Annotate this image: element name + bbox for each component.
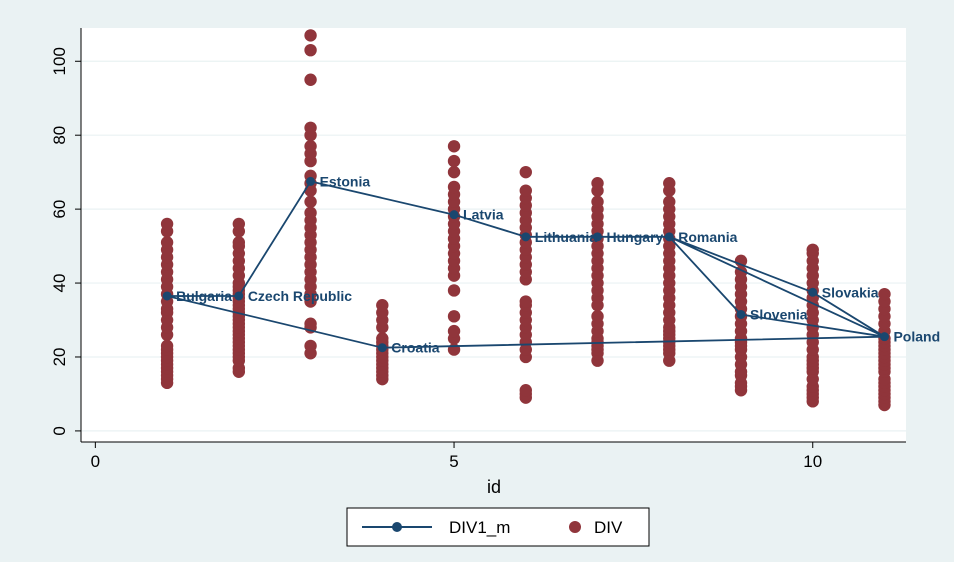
div-dot — [591, 195, 604, 208]
div1-m-marker — [879, 332, 889, 342]
legend-label-div1-m: DIV1_m — [449, 518, 510, 537]
div1-m-marker — [377, 343, 387, 353]
country-label: Latvia — [463, 207, 504, 223]
country-label: Bulgaria — [176, 288, 232, 304]
country-labels: Bulgaria Czech Republic Estonia Croatia Latv… — [176, 173, 940, 355]
y-tick-label-20: 20 — [50, 348, 69, 367]
div-dot — [160, 217, 174, 231]
x-tick-label-10: 10 — [803, 452, 822, 471]
y-tick-label-0: 0 — [50, 426, 69, 435]
y-tick-label-80: 80 — [50, 126, 69, 145]
div-dot — [304, 121, 317, 135]
div1-m-marker — [736, 309, 746, 319]
tick-labels: 0 20 40 60 80 100 0 5 10 — [50, 47, 822, 471]
div1-m-marker — [808, 287, 818, 297]
country-label: Estonia — [320, 173, 371, 189]
div-dot — [232, 217, 246, 231]
div-dot — [663, 177, 676, 190]
div1-m-path — [166, 180, 885, 349]
div-dot — [376, 332, 389, 345]
legend-dot-swatch — [569, 521, 581, 533]
div-dot — [232, 236, 246, 249]
grid-lines — [81, 60, 906, 432]
div-dot — [447, 140, 461, 153]
y-tick-label-40: 40 — [50, 274, 69, 293]
div1-m-marker — [521, 232, 531, 242]
div1-m-marker — [449, 210, 459, 220]
plot-area — [81, 28, 906, 442]
div-dot — [304, 73, 317, 86]
div1-m-marker — [306, 176, 316, 186]
div1-m-marker — [162, 291, 172, 301]
div-dot — [447, 154, 461, 168]
div1-m-line — [162, 176, 889, 353]
legend: DIV1_m DIV — [346, 507, 650, 547]
div-dot — [304, 140, 317, 153]
div-dot — [447, 180, 461, 194]
country-label: Slovenia — [750, 306, 808, 322]
div-dot — [160, 339, 174, 353]
div1-m-marker — [664, 232, 674, 242]
div-dots — [160, 29, 891, 412]
legend-label-div: DIV — [594, 518, 623, 537]
country-label: Hungary — [607, 229, 664, 245]
div-dot — [304, 43, 317, 57]
div-dot — [376, 299, 389, 312]
x-tick-label-0: 0 — [91, 452, 100, 471]
country-label: Croatia — [391, 340, 439, 356]
div-dot — [663, 195, 676, 208]
country-label: Slovakia — [822, 284, 879, 300]
country-label: Poland — [893, 329, 940, 345]
div-dot — [878, 287, 891, 301]
div-dot — [519, 384, 532, 397]
div-dot — [447, 324, 461, 338]
y-tick-label-100: 100 — [50, 47, 69, 75]
div-dot — [304, 195, 317, 208]
div-dot — [806, 243, 819, 256]
div1-m-marker — [593, 232, 603, 242]
div-dot — [447, 284, 461, 297]
axes — [75, 28, 906, 448]
x-tick-label-5: 5 — [449, 452, 458, 471]
y-tick-label-60: 60 — [50, 200, 69, 219]
legend-line-marker — [392, 522, 402, 532]
div-dot — [160, 236, 174, 249]
div-dot — [304, 29, 317, 42]
x-axis-title: id — [487, 477, 501, 497]
div-dot — [304, 339, 317, 353]
div-dot — [447, 310, 461, 323]
div-dot — [591, 310, 604, 323]
div-dot — [519, 165, 532, 179]
div-dot — [304, 206, 317, 220]
div-dot — [591, 177, 604, 190]
country-label: Romania — [678, 229, 737, 245]
div-dot — [304, 317, 317, 330]
div-dot — [519, 295, 532, 308]
country-label: Czech Republic — [248, 288, 352, 304]
country-label: Lithuania — [535, 229, 597, 245]
div-dot — [519, 184, 532, 197]
div-dot — [447, 165, 461, 179]
div1-m-marker — [234, 291, 244, 301]
